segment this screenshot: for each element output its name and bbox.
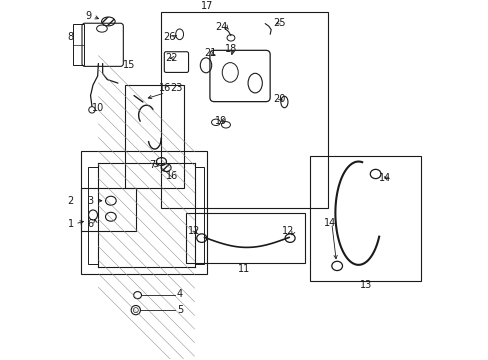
Text: 17: 17 <box>201 1 213 12</box>
Text: 6: 6 <box>87 219 93 229</box>
Text: 11: 11 <box>238 265 250 274</box>
Text: 12: 12 <box>281 226 294 236</box>
Text: 19: 19 <box>215 116 227 126</box>
Text: 14: 14 <box>378 173 390 183</box>
Text: 23: 23 <box>169 84 182 94</box>
Text: 26: 26 <box>163 32 175 42</box>
Text: 14: 14 <box>323 218 335 228</box>
Text: 13: 13 <box>359 280 371 290</box>
Bar <box>310 156 420 281</box>
Bar <box>161 12 327 208</box>
Text: 10: 10 <box>91 103 103 113</box>
Text: 1: 1 <box>67 219 74 229</box>
Text: 9: 9 <box>85 12 91 22</box>
Text: 18: 18 <box>225 44 237 54</box>
Bar <box>185 213 305 263</box>
Bar <box>194 167 203 264</box>
Text: 15: 15 <box>122 60 135 70</box>
Text: 3: 3 <box>87 196 93 206</box>
Text: 8: 8 <box>67 32 74 42</box>
Text: 21: 21 <box>204 48 216 58</box>
Bar <box>81 188 136 231</box>
Text: 2: 2 <box>67 196 74 206</box>
Text: 7: 7 <box>148 160 155 170</box>
Text: 22: 22 <box>165 53 177 63</box>
Text: 24: 24 <box>215 22 227 32</box>
Bar <box>73 24 84 65</box>
Text: 4: 4 <box>177 289 183 300</box>
Text: 25: 25 <box>273 18 285 27</box>
Bar <box>81 151 206 274</box>
Text: 16: 16 <box>166 171 178 181</box>
Text: 12: 12 <box>187 226 200 236</box>
Text: 20: 20 <box>273 94 285 104</box>
Bar <box>125 85 183 188</box>
Bar <box>87 167 98 264</box>
Text: 16: 16 <box>159 84 171 94</box>
Text: 5: 5 <box>177 305 183 315</box>
